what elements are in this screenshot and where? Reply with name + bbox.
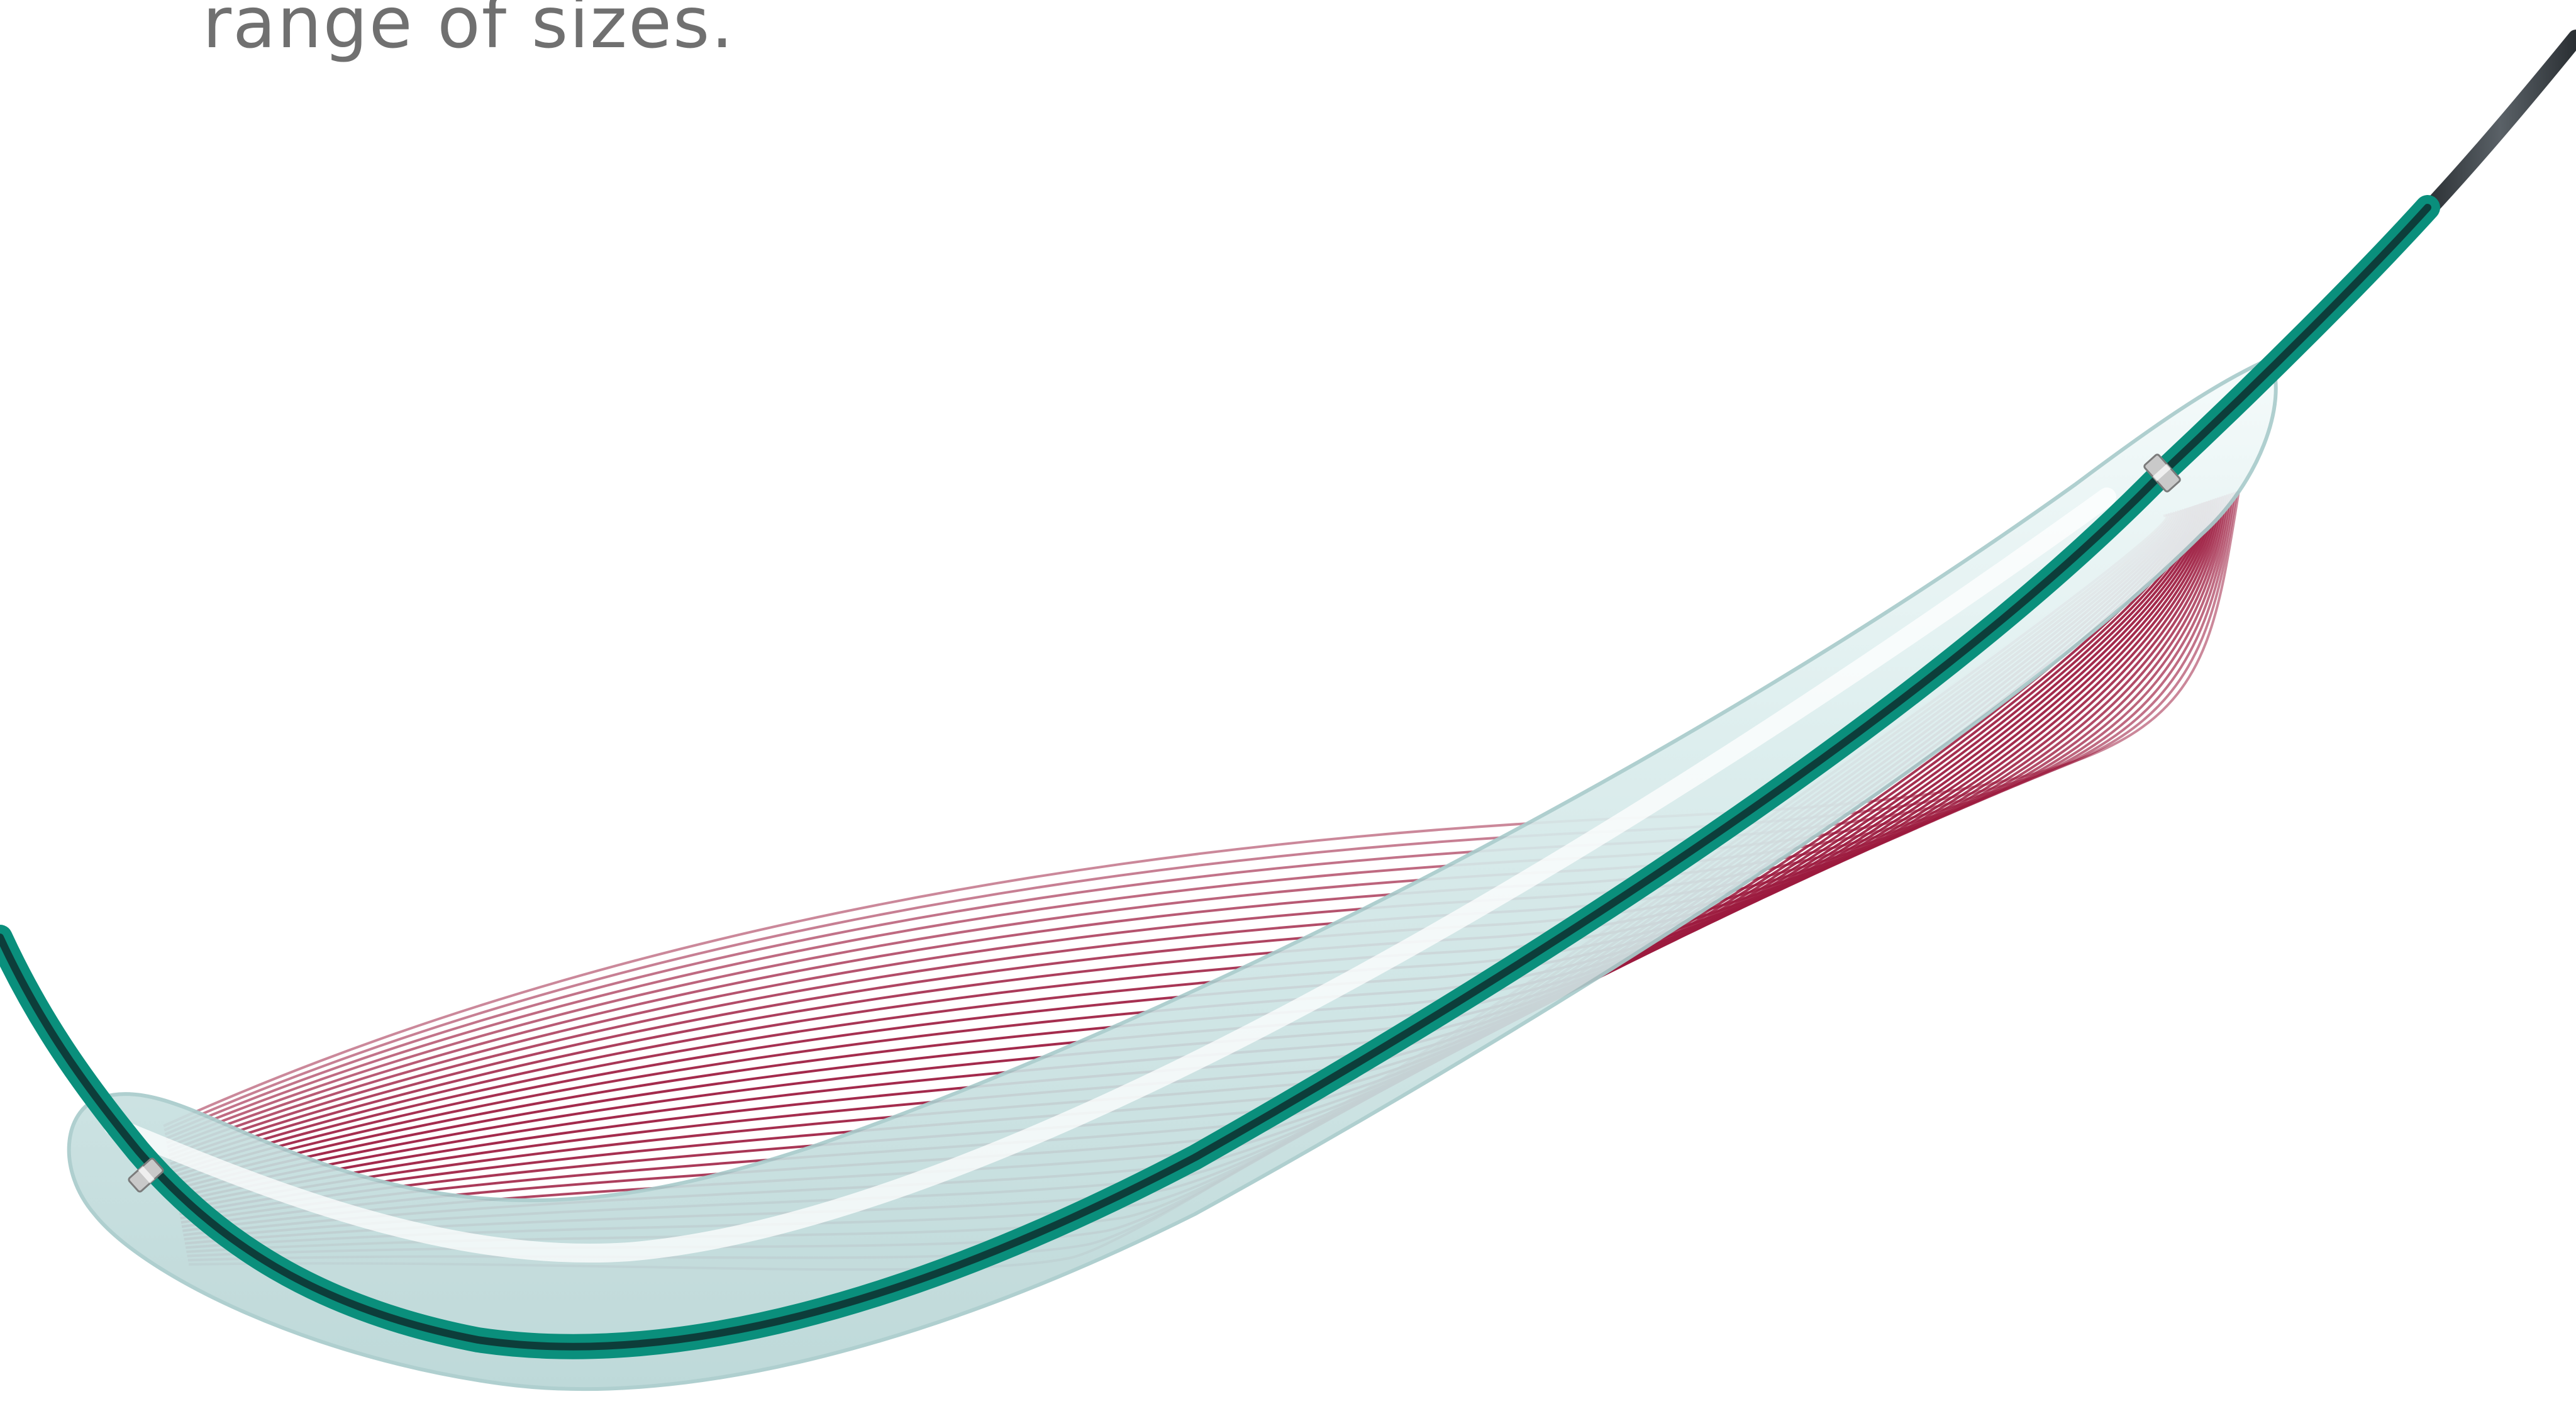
marker-band-left xyxy=(128,1157,164,1193)
wave-line xyxy=(163,490,2240,1127)
balloon-highlight xyxy=(104,488,2116,1263)
caption-text: range of sizes. xyxy=(203,0,735,64)
wave-line xyxy=(165,493,2234,1140)
marker-band-right xyxy=(2143,454,2181,493)
wave-line xyxy=(164,492,2236,1136)
wave-line xyxy=(164,491,2238,1132)
guidewire xyxy=(2416,30,2576,222)
